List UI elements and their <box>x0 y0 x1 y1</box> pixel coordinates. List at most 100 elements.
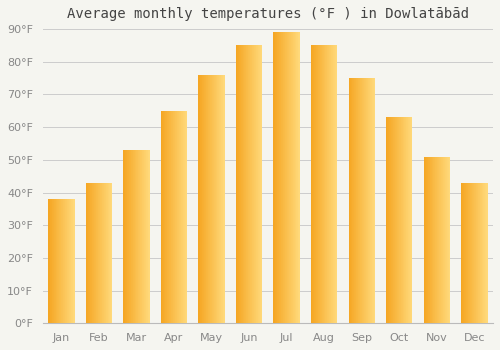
Bar <box>135 150 136 323</box>
Bar <box>431 156 432 323</box>
Bar <box>438 156 439 323</box>
Bar <box>359 78 360 323</box>
Bar <box>278 32 279 323</box>
Bar <box>247 46 248 323</box>
Bar <box>64 199 66 323</box>
Bar <box>394 117 396 323</box>
Bar <box>363 78 364 323</box>
Bar <box>242 46 244 323</box>
Bar <box>90 183 91 323</box>
Bar <box>143 150 144 323</box>
Bar <box>355 78 356 323</box>
Bar <box>449 156 450 323</box>
Bar <box>162 111 163 323</box>
Bar <box>218 75 219 323</box>
Title: Average monthly temperatures (°F ) in Dowlatābād: Average monthly temperatures (°F ) in Do… <box>67 7 469 21</box>
Bar <box>435 156 436 323</box>
Bar <box>444 156 446 323</box>
Bar <box>61 199 62 323</box>
Bar <box>282 32 284 323</box>
Bar <box>319 46 320 323</box>
Bar <box>130 150 132 323</box>
Bar <box>148 150 149 323</box>
Bar <box>142 150 143 323</box>
Bar <box>96 183 97 323</box>
Bar <box>70 199 72 323</box>
Bar <box>51 199 52 323</box>
Bar <box>216 75 217 323</box>
Bar <box>352 78 353 323</box>
Bar <box>280 32 281 323</box>
Bar <box>212 75 213 323</box>
Bar <box>278 32 280 323</box>
Bar <box>401 117 402 323</box>
Bar <box>109 183 110 323</box>
Bar <box>330 46 331 323</box>
Bar <box>167 111 168 323</box>
Bar <box>89 183 90 323</box>
Bar <box>98 183 99 323</box>
Bar <box>400 117 402 323</box>
Bar <box>364 78 365 323</box>
Bar <box>276 32 277 323</box>
Bar <box>472 183 473 323</box>
Bar <box>104 183 105 323</box>
Bar <box>124 150 125 323</box>
Bar <box>405 117 406 323</box>
Bar <box>102 183 103 323</box>
Bar <box>476 183 477 323</box>
Bar <box>388 117 390 323</box>
Bar <box>52 199 53 323</box>
Bar <box>334 46 336 323</box>
Bar <box>248 46 249 323</box>
Bar <box>243 46 244 323</box>
Bar <box>446 156 448 323</box>
Bar <box>58 199 59 323</box>
Bar <box>406 117 407 323</box>
Bar <box>390 117 391 323</box>
Bar <box>437 156 438 323</box>
Bar <box>64 199 65 323</box>
Bar <box>280 32 281 323</box>
Bar <box>168 111 169 323</box>
Bar <box>66 199 68 323</box>
Bar <box>50 199 51 323</box>
Bar <box>320 46 321 323</box>
Bar <box>62 199 63 323</box>
Bar <box>106 183 107 323</box>
Bar <box>349 78 350 323</box>
Bar <box>432 156 433 323</box>
Bar <box>312 46 313 323</box>
Bar <box>204 75 205 323</box>
Bar <box>484 183 485 323</box>
Bar <box>487 183 488 323</box>
Bar <box>386 117 388 323</box>
Bar <box>215 75 216 323</box>
Bar <box>326 46 327 323</box>
Bar <box>398 117 400 323</box>
Bar <box>137 150 138 323</box>
Bar <box>213 75 214 323</box>
Bar <box>311 46 312 323</box>
Bar <box>466 183 467 323</box>
Bar <box>323 46 324 323</box>
Bar <box>299 32 300 323</box>
Bar <box>257 46 258 323</box>
Bar <box>163 111 164 323</box>
Bar <box>222 75 223 323</box>
Bar <box>465 183 466 323</box>
Bar <box>258 46 259 323</box>
Bar <box>126 150 128 323</box>
Bar <box>201 75 202 323</box>
Bar <box>411 117 412 323</box>
Bar <box>255 46 256 323</box>
Bar <box>99 183 100 323</box>
Bar <box>298 32 299 323</box>
Bar <box>260 46 261 323</box>
Bar <box>111 183 112 323</box>
Bar <box>55 199 56 323</box>
Bar <box>108 183 109 323</box>
Bar <box>315 46 316 323</box>
Bar <box>424 156 425 323</box>
Bar <box>180 111 182 323</box>
